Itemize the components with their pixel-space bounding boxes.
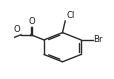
Text: Br: Br <box>92 35 102 44</box>
Text: O: O <box>28 17 35 26</box>
Text: Cl: Cl <box>66 11 74 20</box>
Text: O: O <box>14 25 20 34</box>
